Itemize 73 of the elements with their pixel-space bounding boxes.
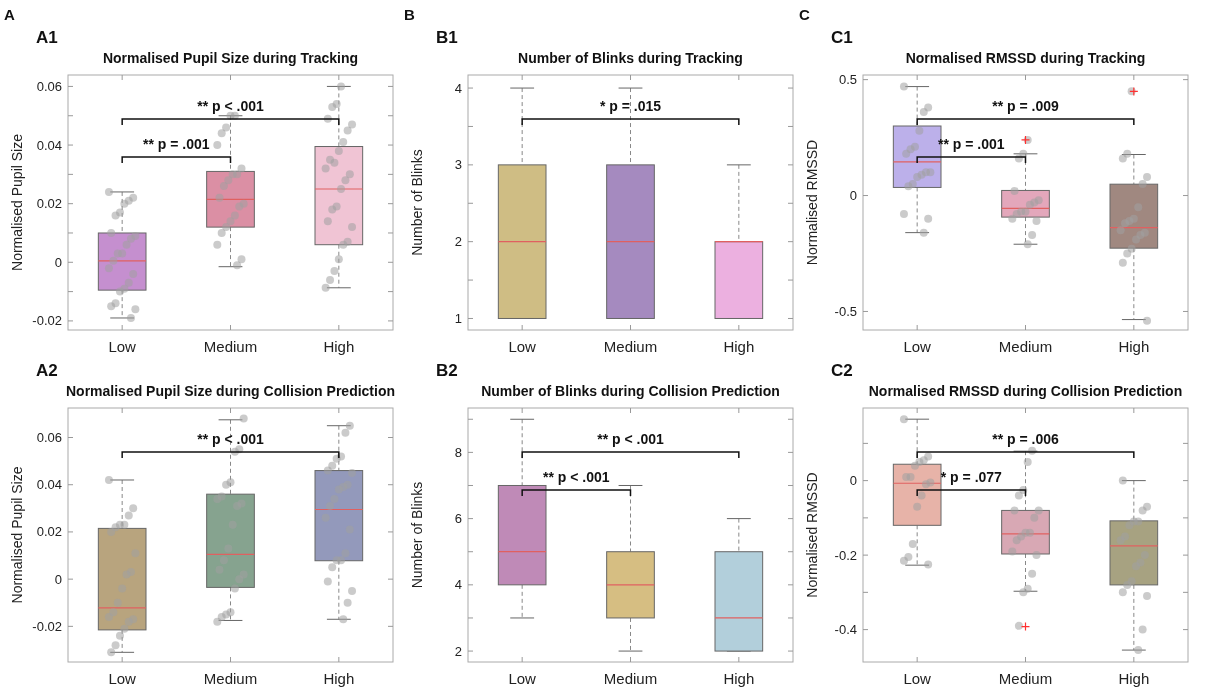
y-tick-label: 0.06 — [36, 78, 62, 94]
y-tick-label: 0.02 — [36, 196, 62, 212]
x-tick-label: Medium — [998, 670, 1053, 687]
text: B1 — [436, 28, 458, 47]
annotation: ** p = .006 — [992, 431, 1059, 447]
y-axis-title: Normalised Pupil Size — [9, 466, 25, 604]
y-axis-title: Normalised RMSSD — [804, 472, 820, 598]
chart-title: Normalised RMSSD during Collision Prediction — [868, 383, 1183, 399]
x-tick-label: High — [323, 338, 355, 355]
y-tick-label: 4 — [454, 80, 462, 96]
y-tick-label: 6 — [454, 511, 462, 527]
annotation: ** p = .001 — [143, 136, 210, 152]
y-axis-title: Number of Blinks — [409, 481, 425, 589]
chart-title: Normalised RMSSD during Tracking — [905, 50, 1146, 66]
y-tick-label: 0 — [849, 473, 857, 489]
y-tick-label: 0.04 — [36, 137, 62, 153]
chart-title: Number of Blinks during Collision Prediction — [481, 383, 780, 399]
annotation: ** p < .001 — [543, 469, 610, 485]
y-tick-label: 0.06 — [36, 430, 62, 446]
x-tick-label: High — [1118, 670, 1150, 687]
annotation: ** p < .001 — [197, 98, 264, 114]
y-tick-label: 2 — [454, 234, 462, 250]
text: B — [404, 6, 415, 23]
y-tick-label: 0.5 — [838, 72, 857, 88]
y-axis-title: Normalised RMSSD — [804, 139, 820, 266]
chart-title: Normalised Pupil Size during Collision Prediction — [65, 383, 396, 399]
annotation: ** p < .001 — [597, 431, 664, 447]
x-tick-label: High — [323, 670, 355, 687]
y-tick-label: -0.2 — [834, 547, 857, 563]
chart-title: Normalised Pupil Size during Tracking — [102, 50, 359, 66]
x-tick-label: High — [723, 670, 755, 687]
y-tick-label: 0.02 — [36, 524, 62, 540]
x-tick-label: Low — [108, 338, 137, 355]
y-axis-title: Normalised Pupil Size — [9, 133, 25, 271]
y-tick-label: -0.5 — [834, 304, 857, 319]
annotation: * p = .077 — [940, 469, 1003, 485]
text: A2 — [36, 361, 58, 380]
x-tick-label: Low — [108, 670, 137, 687]
annotation: * p = .015 — [599, 98, 662, 114]
x-tick-label: Low — [903, 338, 932, 355]
y-tick-label: 0 — [849, 188, 857, 204]
x-tick-label: Medium — [203, 670, 258, 687]
annotation: ** p < .001 — [197, 431, 264, 447]
x-tick-label: Low — [508, 338, 537, 355]
y-tick-label: 3 — [454, 157, 462, 173]
text: A1 — [36, 28, 58, 47]
y-tick-label: 4 — [454, 577, 462, 593]
x-tick-label: Medium — [203, 338, 258, 355]
x-tick-label: High — [723, 338, 755, 355]
x-tick-label: High — [1118, 338, 1150, 355]
text: C1 — [831, 28, 853, 47]
y-tick-label: 1 — [454, 311, 462, 327]
y-tick-label: 0 — [54, 254, 62, 270]
y-tick-label: -0.02 — [32, 313, 62, 329]
y-tick-label: 0.04 — [36, 477, 62, 493]
y-tick-label: -0.02 — [32, 618, 62, 634]
text: C2 — [831, 361, 853, 380]
text: B2 — [436, 361, 458, 380]
annotation: ** p = .009 — [992, 98, 1059, 114]
x-tick-label: Low — [903, 670, 932, 687]
y-tick-label: 2 — [454, 643, 462, 659]
text: C — [799, 6, 810, 23]
x-tick-label: Medium — [603, 670, 658, 687]
y-tick-label: 8 — [454, 444, 462, 460]
text: A — [4, 6, 15, 23]
x-tick-label: Medium — [603, 338, 658, 355]
annotation: ** p = .001 — [938, 136, 1005, 152]
chart-title: Number of Blinks during Tracking — [518, 50, 743, 66]
y-tick-label: 0 — [54, 571, 62, 587]
y-tick-label: -0.4 — [834, 622, 857, 638]
x-tick-label: Medium — [998, 338, 1053, 355]
y-axis-title: Number of Blinks — [409, 149, 425, 256]
x-tick-label: Low — [508, 670, 537, 687]
